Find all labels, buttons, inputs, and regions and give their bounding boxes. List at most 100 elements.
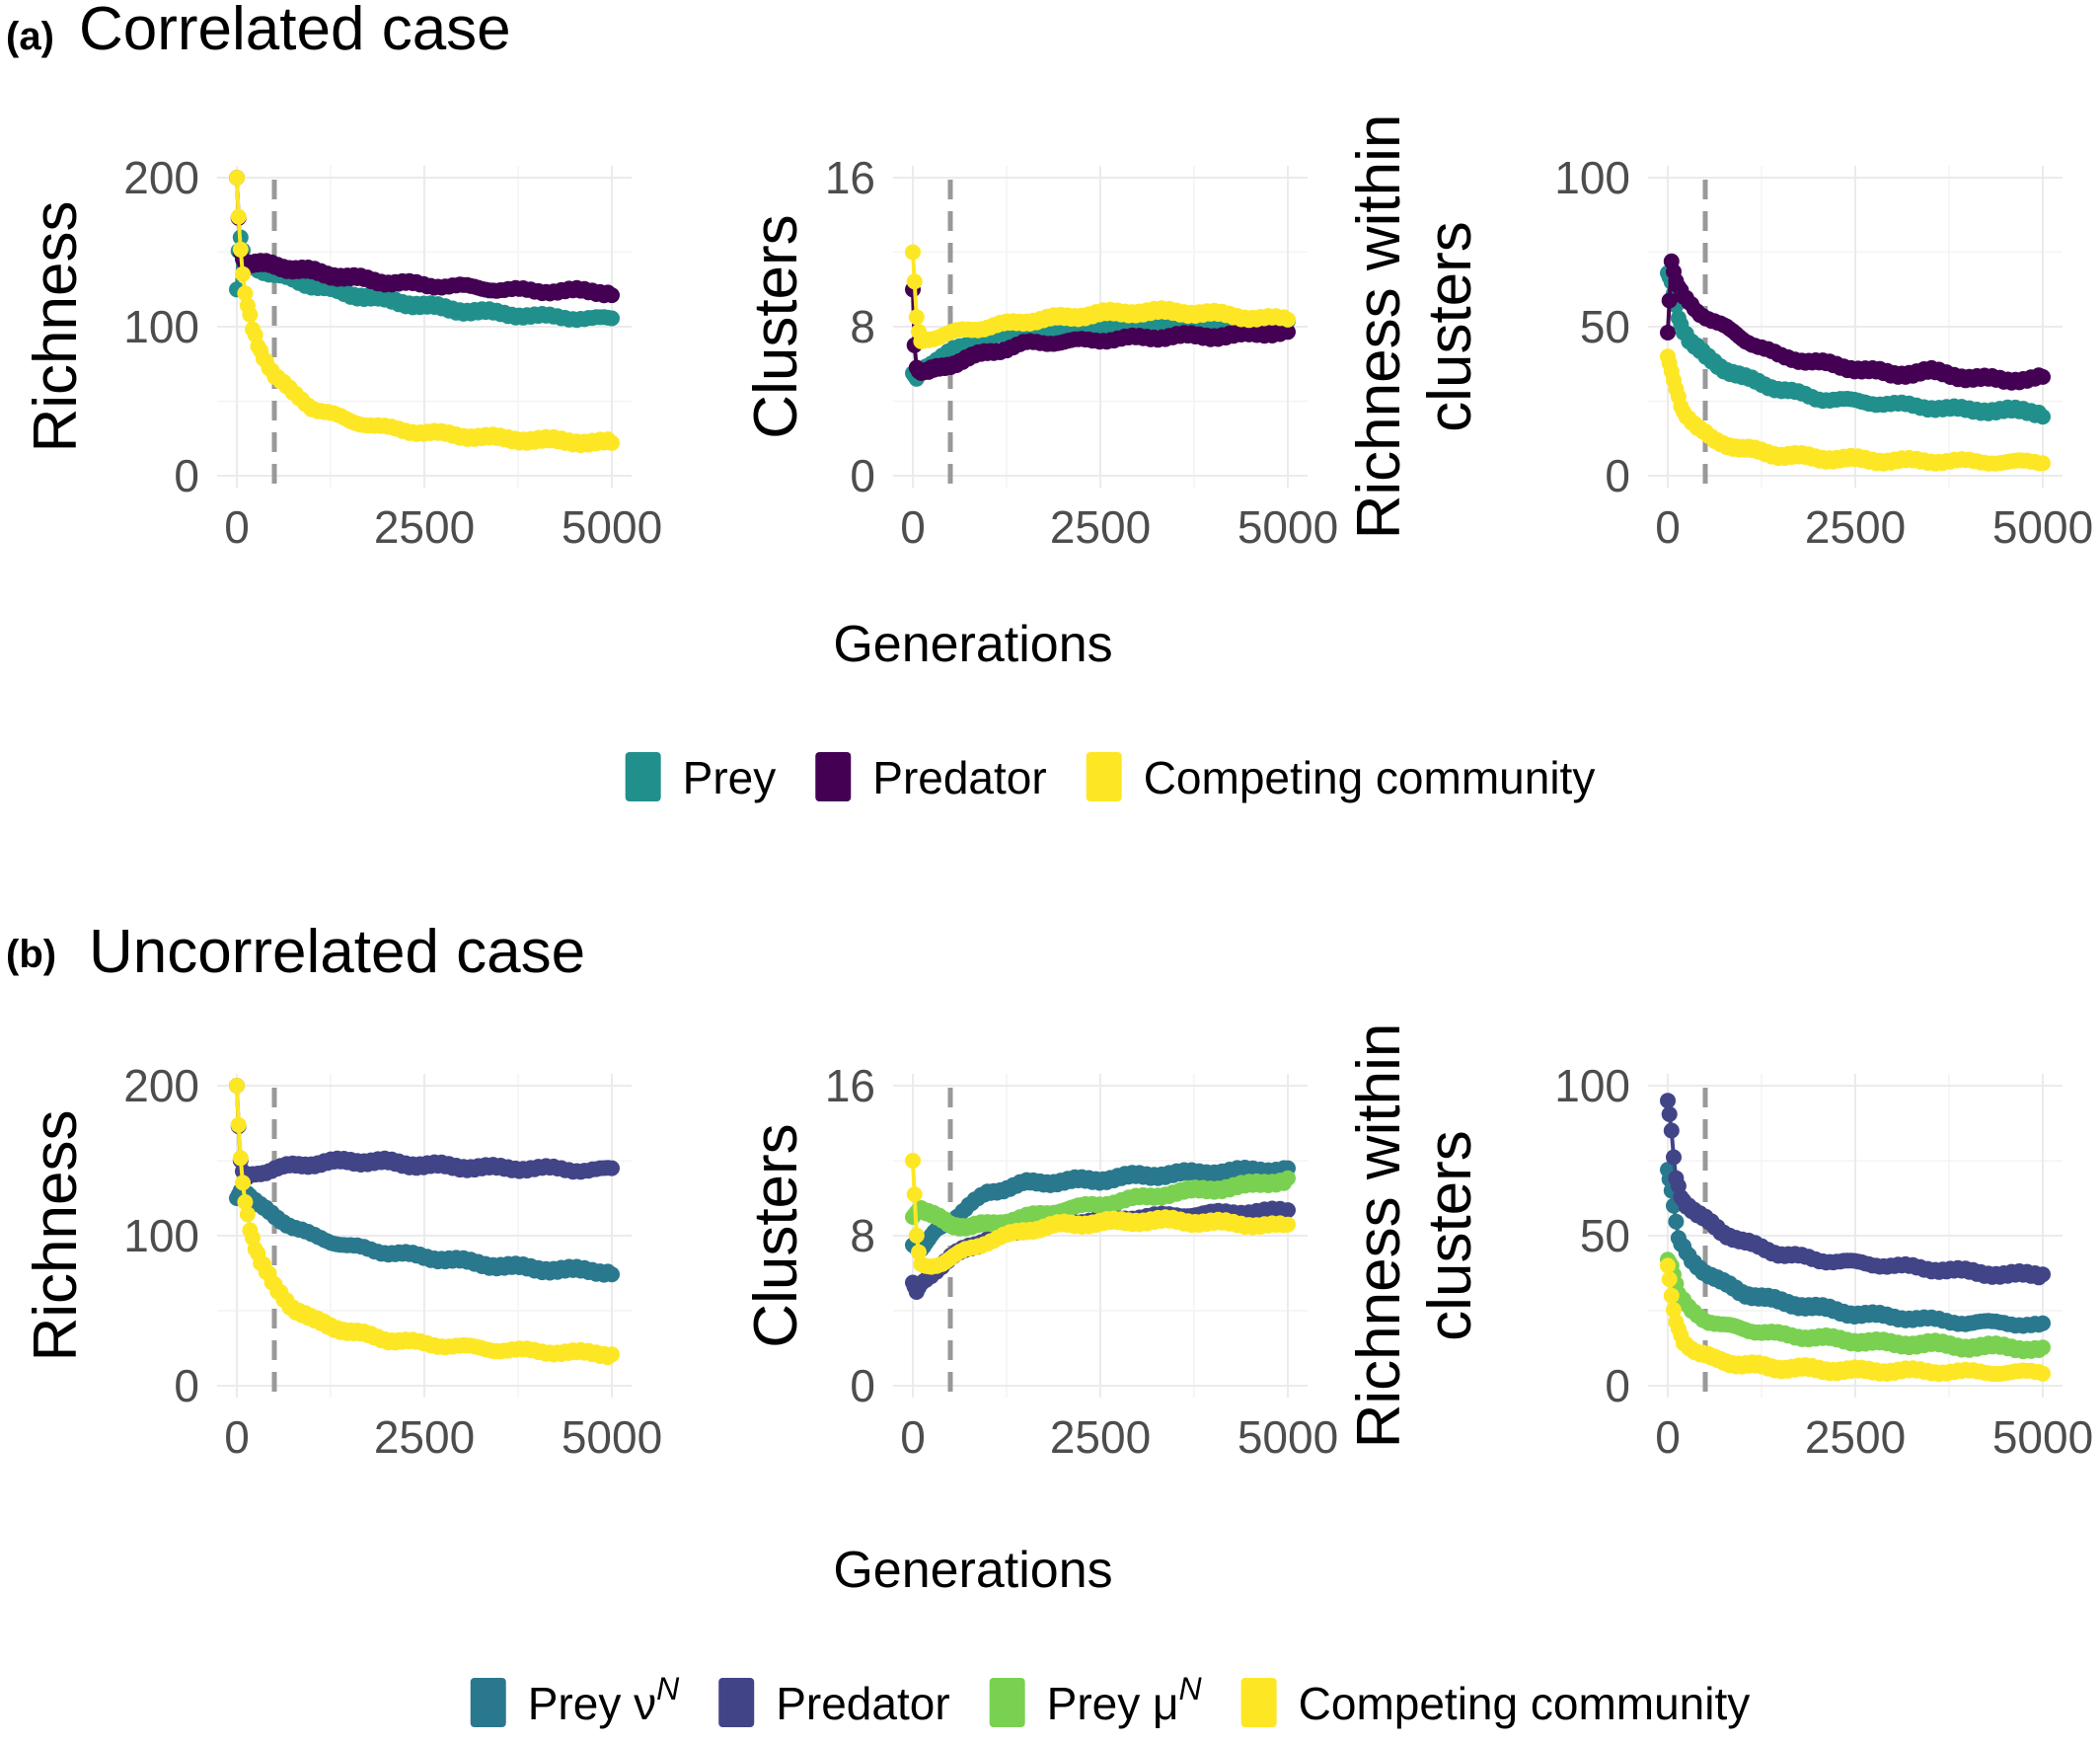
- x-tick-label: 5000: [1238, 1411, 1338, 1463]
- series-competing-community: [905, 244, 1296, 349]
- x-tick-label: 2500: [374, 1411, 475, 1463]
- y-tick-label: 100: [123, 1210, 199, 1261]
- y-tick-label: 0: [174, 1360, 199, 1411]
- x-tick-label: 2500: [374, 501, 475, 553]
- data-point: [1666, 1302, 1682, 1319]
- data-point: [1280, 1202, 1296, 1219]
- y-tick-label: 50: [1580, 1210, 1630, 1261]
- data-point: [230, 208, 247, 225]
- data-point: [905, 244, 921, 261]
- data-point: [1660, 1257, 1676, 1274]
- legend-a: Prey Predator Competing community: [625, 752, 1596, 803]
- plot-a1: 0 2500 5000 0 100 200 Richness: [22, 152, 662, 553]
- x-tick-label: 0: [224, 1411, 250, 1463]
- data-point: [2035, 455, 2051, 472]
- plot-a2: 0 2500 5000 0 8 16 Clusters: [742, 152, 1338, 553]
- legend-key: [470, 1678, 506, 1727]
- series-prey: [1660, 265, 2051, 425]
- data-point: [235, 265, 251, 282]
- data-point: [906, 273, 923, 290]
- series-competing-community: [1660, 348, 2051, 472]
- x-tick-label: 0: [1655, 501, 1681, 553]
- legend-label: Predator: [872, 752, 1046, 803]
- legend-label: Prey: [683, 752, 777, 803]
- series-prey-n: [1660, 1251, 2051, 1360]
- panel-a-title: Correlated case: [79, 0, 511, 63]
- x-tick-label: 5000: [562, 501, 662, 553]
- y-tick-label: 100: [123, 301, 199, 352]
- data-point: [1661, 1271, 1678, 1288]
- series-competing-community: [905, 1153, 1296, 1275]
- legend-b: Prey νN Predator Prey μN Competing communit…: [470, 1671, 1751, 1729]
- data-point: [229, 1078, 245, 1094]
- legend-label: Prey μN: [1047, 1671, 1203, 1729]
- data-point: [1666, 1149, 1682, 1166]
- data-point: [2035, 409, 2051, 425]
- x-tick-label: 5000: [1992, 501, 2093, 553]
- data-point: [2035, 1365, 2051, 1382]
- y-tick-label: 100: [1554, 152, 1630, 203]
- y-axis-label: Richness withinclusters: [1345, 114, 1484, 540]
- data-point: [1280, 1216, 1296, 1233]
- plot-b2: 0 2500 5000 0 8 16 Clusters: [742, 1060, 1338, 1463]
- data-point: [911, 1244, 927, 1260]
- y-tick-label: 100: [1554, 1060, 1630, 1111]
- x-tick-label: 2500: [1050, 501, 1151, 553]
- series-prey-n: [905, 1160, 1296, 1258]
- data-point: [906, 1186, 923, 1203]
- y-tick-label: 200: [123, 1060, 199, 1111]
- y-tick-label: 8: [850, 1210, 875, 1261]
- data-point: [2035, 1315, 2051, 1331]
- series-prey-n: [1660, 1162, 2051, 1334]
- legend-label: Competing community: [1144, 752, 1596, 803]
- y-axis-label: Richness withinclusters: [1345, 1023, 1484, 1449]
- data-point: [232, 241, 249, 258]
- y-tick-label: 0: [1605, 1360, 1630, 1411]
- data-point: [1660, 325, 1676, 341]
- series-predator: [229, 170, 620, 304]
- series-competing-community: [1660, 1257, 2051, 1383]
- data-point: [604, 1266, 620, 1283]
- panel-a-tag: (a): [6, 15, 54, 58]
- data-point: [1663, 1287, 1680, 1304]
- data-point: [604, 1346, 620, 1363]
- y-tick-label: 0: [850, 450, 875, 501]
- panel-b-title: Uncorrelated case: [89, 918, 585, 986]
- data-point: [604, 434, 620, 451]
- data-point: [230, 1116, 247, 1133]
- y-axis-label: Richness: [22, 1110, 90, 1362]
- legend-key: [718, 1678, 755, 1727]
- series-competing-community: [229, 1078, 620, 1366]
- x-tick-label: 5000: [1992, 1411, 2093, 1463]
- plot-a3: 0 2500 5000 0 50 100 Richness withinclusters: [1345, 114, 2093, 553]
- y-tick-label: 16: [825, 1060, 875, 1111]
- legend-key: [625, 752, 661, 801]
- data-point: [1661, 1105, 1678, 1122]
- data-point: [1280, 311, 1296, 328]
- plot-b3: 0 2500 5000 0 50 100 Richness withinclusters: [1345, 1023, 2093, 1463]
- series-predator: [1660, 253, 2051, 391]
- panel-a-xlabel: Generations: [833, 616, 1112, 673]
- data-point: [1661, 292, 1678, 309]
- legend-label: Prey νN: [528, 1671, 680, 1729]
- data-point: [229, 170, 245, 186]
- data-point: [604, 287, 620, 304]
- y-axis-label: Clusters: [742, 1123, 810, 1347]
- data-point: [232, 1150, 249, 1167]
- data-point: [1663, 1122, 1680, 1139]
- y-tick-label: 8: [850, 301, 875, 352]
- series-competing-community: [229, 170, 620, 454]
- data-point: [235, 1175, 251, 1191]
- legend-key: [1240, 1678, 1277, 1727]
- series-predator: [1660, 1093, 2051, 1286]
- data-point: [604, 1160, 620, 1176]
- y-axis-label: Clusters: [742, 214, 810, 438]
- x-tick-label: 5000: [562, 1411, 662, 1463]
- data-point: [604, 310, 620, 327]
- legend-label: Competing community: [1299, 1678, 1751, 1729]
- y-tick-label: 200: [123, 152, 199, 203]
- x-tick-label: 0: [900, 1411, 926, 1463]
- legend-key: [989, 1678, 1025, 1727]
- x-tick-label: 0: [1655, 1411, 1681, 1463]
